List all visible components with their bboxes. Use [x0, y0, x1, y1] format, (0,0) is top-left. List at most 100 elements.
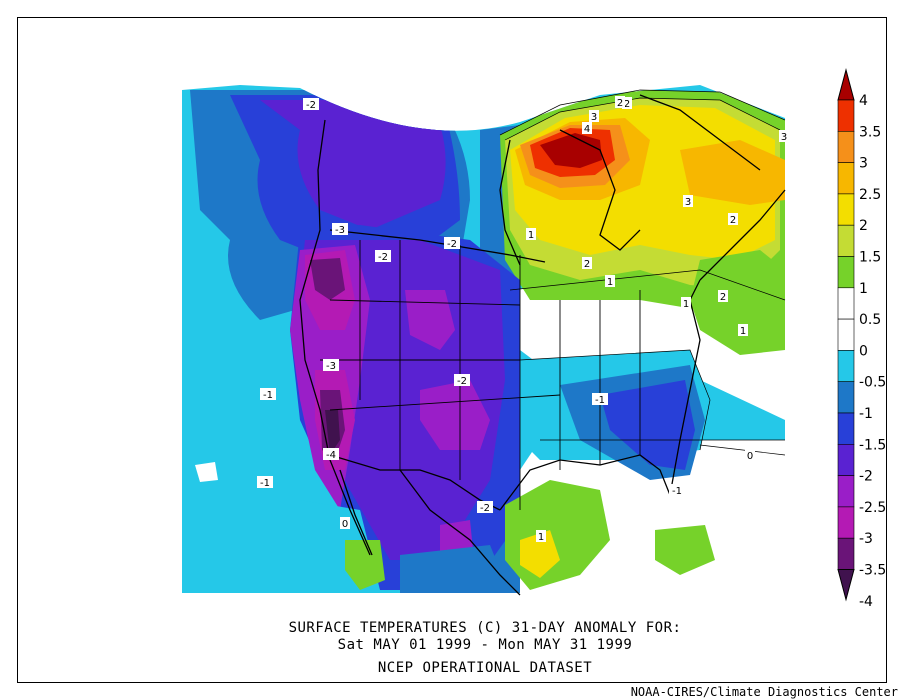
colorbar-swatch [837, 537, 855, 570]
credit-text: NOAA-CIRES/Climate Diagnostics Center [630, 685, 898, 699]
colorbar-bottom-arrow [837, 569, 855, 602]
colorbar-label: -2.5 [859, 500, 886, 516]
contour-label-bg [728, 213, 738, 225]
colorbar-swatch [837, 318, 855, 351]
contour-label-bg [605, 275, 615, 287]
contour-label: 0 [342, 519, 348, 530]
colorbar-label: -0.5 [859, 375, 886, 391]
contour-label: 1 [528, 230, 534, 241]
colorbar-swatch [837, 412, 855, 445]
caption-title: SURFACE TEMPERATURES (C) 31-DAY ANOMALY … [288, 620, 682, 636]
contour-label: -4 [326, 450, 336, 461]
contour-label: -1 [263, 390, 273, 401]
contour-label-bg [589, 110, 599, 122]
contour-label-bg [738, 324, 748, 336]
contour-label: 3 [685, 197, 691, 208]
contour-label: 1 [607, 277, 613, 288]
contour-label-bg [779, 130, 789, 142]
colorbar-swatch [837, 224, 855, 257]
colorbar-swatch [837, 381, 855, 414]
colorbar-swatch [837, 193, 855, 226]
colorbar-label: 4 [859, 93, 868, 109]
contour-label: 4 [584, 124, 590, 135]
contour-label: -1 [672, 486, 682, 497]
contour-label-bg [303, 98, 319, 110]
contour-label: -2 [378, 252, 388, 263]
contour-label: -2 [457, 376, 467, 387]
contour-label-bg [260, 388, 276, 400]
contour-label-bg [526, 228, 536, 240]
colorbar-label: -3 [859, 531, 873, 547]
contour-label-bg [582, 122, 592, 134]
colorbar-swatch [837, 131, 855, 163]
contour-label-bg [669, 484, 685, 496]
colorbar-swatch [837, 99, 855, 132]
contour-lines [499, 89, 786, 456]
colorbar-label: 3 [859, 156, 868, 172]
colorbar-label: 1.5 [859, 250, 881, 266]
contour-label: 2 [730, 215, 736, 226]
colorbar-label: 0 [859, 343, 868, 359]
contour-label: -2 [480, 503, 490, 514]
contour-label-bg [582, 257, 592, 269]
contour-label: 2 [720, 292, 726, 303]
colorbar-label: 3.5 [859, 124, 881, 140]
colorbar-swatch [837, 350, 855, 382]
colorbar-label: 2 [859, 218, 868, 234]
contour-label-bg [615, 96, 625, 108]
contour-label-bg [257, 476, 273, 488]
contour-label-bg [745, 449, 755, 461]
contour-label: 2 [617, 98, 623, 109]
map-frame [17, 17, 887, 683]
contour-label-bg [592, 393, 608, 405]
contour-label-bg [444, 237, 460, 249]
contour-label: 2 [584, 259, 590, 270]
contour-label-bg [323, 448, 339, 460]
contour-label-bg [323, 359, 339, 371]
colorbar-label: -1.5 [859, 437, 886, 453]
colorbar-label: 2.5 [859, 187, 881, 203]
contour-label-bg [477, 501, 493, 513]
contour-label-bg [536, 530, 546, 542]
contour-label: -1 [595, 395, 605, 406]
colorbar-top-arrow [837, 68, 855, 101]
contour-label-bg [375, 250, 391, 262]
contour-label-bg [683, 195, 693, 207]
colorbar-swatch [837, 506, 855, 539]
contour-label: 0 [747, 451, 753, 462]
contour-label: 1 [538, 532, 544, 543]
contour-label: -3 [335, 225, 345, 236]
contour-label: -3 [326, 361, 336, 372]
contour-label-bg [332, 223, 348, 235]
contour-label-bg [681, 297, 691, 309]
colorbar-swatch [837, 443, 855, 476]
contour-label-bg [454, 374, 470, 386]
contour-label: 1 [683, 299, 689, 310]
contour-label: -2 [447, 239, 457, 250]
colorbar-label: -1 [859, 406, 873, 422]
colorbar-swatch [837, 162, 855, 195]
colorbar-label: -2 [859, 469, 873, 485]
contour-label: 1 [740, 326, 746, 337]
colorbar-swatch [837, 287, 855, 320]
contour-label: -2 [306, 100, 316, 111]
colorbar-label: 0.5 [859, 312, 881, 328]
colorbar-label: -3.5 [859, 563, 886, 579]
colorbar-swatch [837, 256, 855, 289]
contour-label: 3 [591, 112, 597, 123]
colorbar-label: 1 [859, 281, 868, 297]
contour-label: 3 [781, 132, 787, 143]
shaded-field [182, 85, 785, 593]
caption-dataset: NCEP OPERATIONAL DATASET [377, 660, 593, 676]
contour-label-bg [718, 290, 728, 302]
contour-label: -1 [260, 478, 270, 489]
contour-label-bg [622, 97, 632, 109]
state-borders [320, 240, 641, 510]
contour-label-bg [340, 517, 350, 529]
caption-dates: Sat MAY 01 1999 - Mon MAY 31 1999 [337, 637, 633, 653]
colorbar-label: -4 [859, 594, 873, 610]
contour-label: 2 [624, 99, 630, 110]
